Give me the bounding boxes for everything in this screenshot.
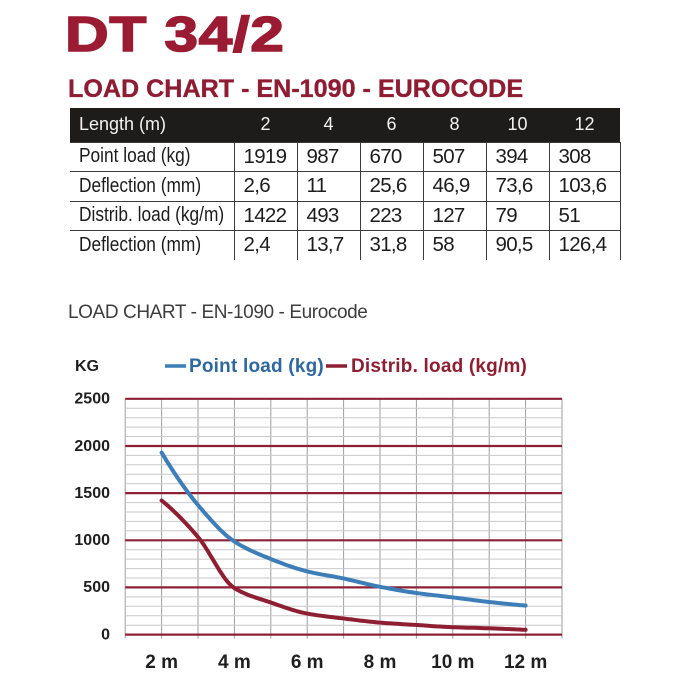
svg-text:1000: 1000 [74, 532, 110, 549]
svg-text:0: 0 [101, 626, 110, 643]
svg-text:12 m: 12 m [504, 652, 547, 673]
svg-text:10 m: 10 m [431, 652, 474, 673]
svg-text:6 m: 6 m [291, 652, 324, 673]
svg-text:500: 500 [83, 579, 110, 596]
svg-text:2 m: 2 m [145, 652, 178, 673]
svg-text:4 m: 4 m [218, 652, 251, 673]
svg-text:2500: 2500 [74, 391, 110, 408]
svg-text:8 m: 8 m [364, 652, 397, 673]
svg-text:Point load (kg): Point load (kg) [189, 356, 324, 377]
svg-text:2000: 2000 [74, 438, 110, 455]
svg-text:Distrib. load (kg/m): Distrib. load (kg/m) [351, 356, 527, 377]
svg-text:1500: 1500 [74, 485, 110, 502]
svg-text:KG: KG [75, 358, 99, 375]
